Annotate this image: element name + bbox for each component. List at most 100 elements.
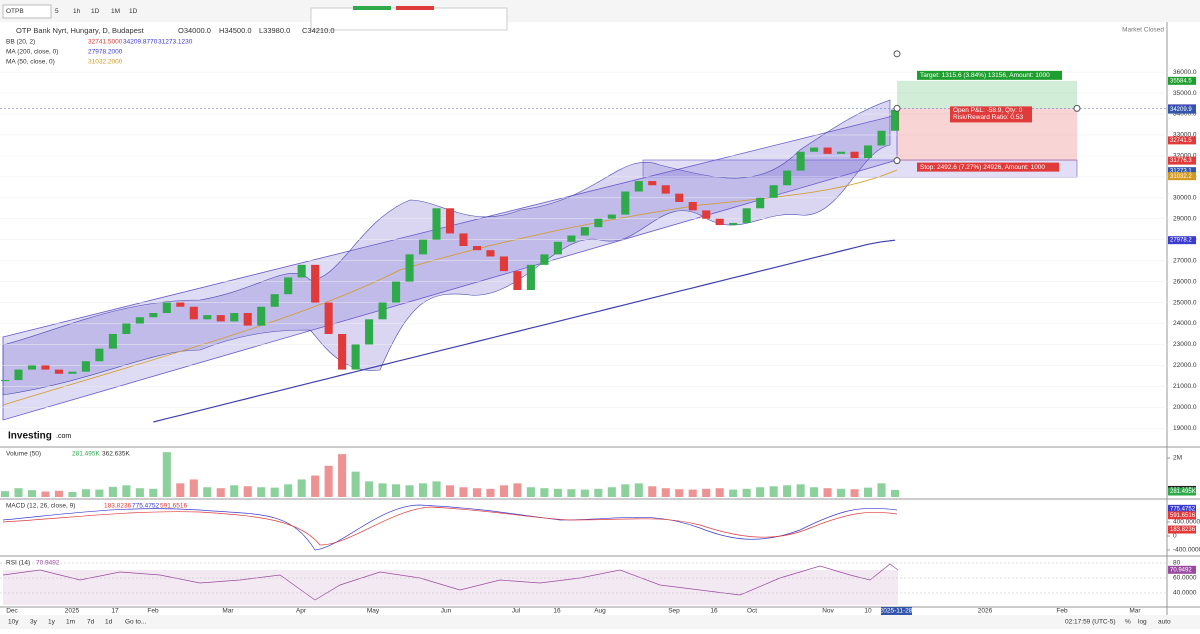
range-button[interactable]: 7d [87,619,95,626]
interval-button[interactable]: 1D [129,8,138,15]
rsi-line [2,563,899,601]
volume-bar [499,485,508,497]
indicator-value: 31032.2000 [88,59,123,66]
volume-bar [863,487,873,497]
drag-handle[interactable] [893,104,901,112]
drag-handle[interactable] [1073,104,1081,112]
footer-bar [0,615,1200,629]
stop-label: Stop: 2492.6 (7.27%) 24926, Amount: 1000 [920,164,1045,171]
volume-value: 281.495K [72,451,100,458]
macd-tick-label: -400.0000 [1173,547,1200,554]
candle [715,218,724,226]
drag-handle[interactable] [893,50,901,58]
scale-option[interactable]: auto [1158,619,1171,626]
axis-badge-label: 31273.1 [1170,169,1192,175]
axis-badge-label: 27978.2 [1170,238,1192,244]
x-tick-label: Aug [594,608,606,615]
x-tick-label: Mar [1129,608,1141,615]
volume-bar [715,488,724,497]
indicator-value: 31273.1230 [158,39,193,46]
range-button[interactable]: 1m [66,619,75,626]
pane-title: Volume (50) [6,451,41,458]
scale-option[interactable]: log [1138,619,1147,626]
interval-button[interactable]: 1h [73,8,81,15]
volume-bar [783,485,792,497]
candle [742,208,751,223]
bollinger-band [2,99,891,396]
candle [365,319,374,345]
volume-bar [311,475,320,497]
axis-badge-label: 35584.5 [1170,78,1192,84]
interval-button[interactable]: 1D [91,8,100,15]
y-tick-label: 32000.0 [1173,153,1197,160]
range-button[interactable]: Go to... [125,619,147,626]
x-tick-label: Jun [441,608,452,615]
axis-badge [1168,105,1196,114]
candle [203,315,212,320]
volume-bar [594,488,603,497]
axis-badge [1168,172,1196,181]
volume-bar [648,486,657,497]
volume-bar [621,484,630,497]
x-tick-label: 2025 [65,608,80,615]
range-button[interactable]: 1y [48,619,56,626]
target-label-bg [917,70,1062,80]
volume-bar [351,471,360,497]
volume-bar [513,483,522,497]
toolbar [0,0,1200,22]
interval-button[interactable]: 5 [55,8,59,15]
axis-badge-label: 34209.9 [1170,107,1192,113]
candle [14,369,23,381]
volume-bar [27,490,37,497]
sell-tab[interactable] [396,6,434,10]
candle [863,145,873,159]
target-label: Target: 1315.6 (3.84%) 13156, Amount: 10… [920,72,1050,79]
volume-bar [567,489,576,497]
scale-option[interactable]: % [1125,619,1131,626]
volume-bar [392,484,401,497]
volume-bar [553,488,562,497]
y-tick-label: 21000.0 [1173,383,1197,390]
logo: Investing [8,431,52,442]
pane-title: MACD (12, 26, close, 9) [6,503,75,510]
axis-badge [1168,525,1196,534]
x-tick-label: 16 [710,608,718,615]
volume-bar [405,485,414,497]
rsi-tick-label: 40.0000 [1173,590,1197,597]
volume-bar [0,491,10,497]
range-button[interactable]: 10y [8,619,19,626]
axis-badge [1168,136,1196,145]
axis-badge-label: 70.9492 [1170,567,1192,573]
volume-bar [540,488,549,497]
symbol-box[interactable] [2,4,52,19]
volume-bar [756,487,765,497]
buy-tab[interactable] [353,6,391,10]
candle [526,264,535,290]
axis-badge-label: 31032.2 [1170,174,1192,180]
candle [850,151,859,159]
candle [634,181,643,192]
logo-suffix: .com [56,433,71,440]
macd-value: 183.8236 [104,503,131,510]
x-tick-label: Sep [668,608,680,615]
candle [189,306,198,320]
volume-value: 362.635K [102,451,130,458]
axis-badge [1168,565,1196,574]
candle [108,333,117,349]
candle [675,193,684,203]
drag-handle[interactable] [893,157,901,165]
candle [823,147,832,154]
axis-badge [1168,156,1196,165]
candle [837,151,846,154]
range-button[interactable]: 3y [30,619,38,626]
range-button[interactable]: 1d [105,619,113,626]
volume-bar [162,452,171,497]
y-tick-label: 26000.0 [1173,278,1197,285]
volume-bar [418,483,428,497]
drawing-toolbar [310,7,508,31]
interval-button[interactable]: 1M [111,8,120,15]
candle [499,256,508,272]
volume-bar [14,488,23,497]
clock: 02:17:59 (UTC-5) [1065,619,1116,626]
candle [311,264,320,303]
